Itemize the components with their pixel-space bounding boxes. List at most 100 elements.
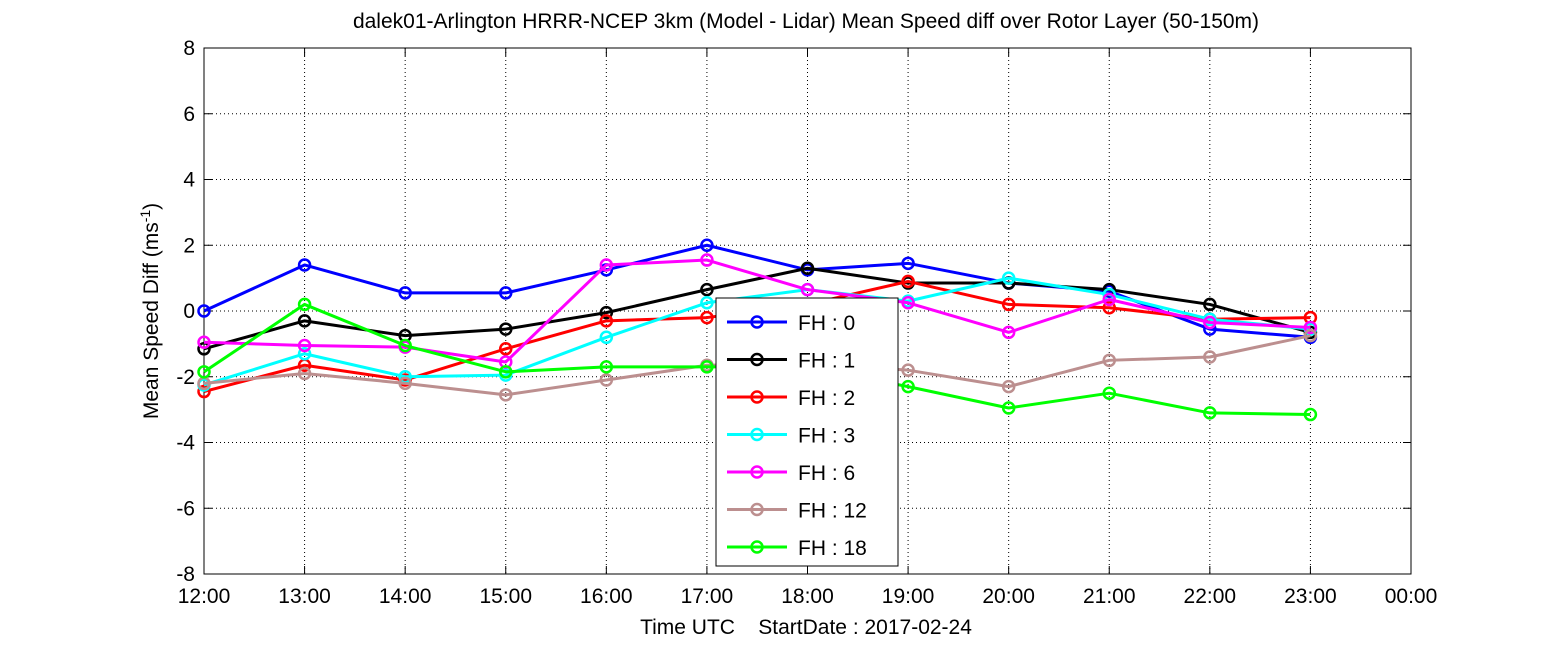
legend-swatch-marker — [750, 540, 764, 554]
data-point — [499, 322, 513, 336]
x-tick-label: 00:00 — [1385, 585, 1438, 608]
legend-swatch-marker — [750, 315, 764, 329]
legend-swatch-marker — [750, 390, 764, 404]
data-point — [499, 286, 513, 300]
x-tick-label: 13:00 — [278, 585, 331, 608]
data-point — [499, 365, 513, 379]
y-axis-label-close: ) — [140, 203, 163, 210]
data-point — [398, 286, 412, 300]
data-point — [1102, 353, 1116, 368]
data-point — [1001, 401, 1016, 415]
series-line — [203, 266, 1311, 351]
legend-entry: FH : 6 — [727, 462, 855, 485]
data-point — [1203, 350, 1217, 364]
data-point — [297, 297, 312, 312]
x-tick-label: 14:00 — [379, 585, 432, 608]
x-axis-tick-labels: 12:00 13:00 14:00 15:00 16:00 17:00 18:00 19:00… — [178, 585, 1438, 608]
data-point — [599, 258, 614, 272]
legend-label: FH : 6 — [798, 462, 855, 485]
legend-entry: FH : 0 — [727, 312, 855, 335]
data-point — [1102, 292, 1116, 307]
legend-entry: FH : 1 — [727, 350, 855, 373]
data-point — [599, 305, 614, 320]
data-point — [398, 338, 412, 353]
data-point — [599, 330, 614, 345]
legend-label: FH : 2 — [798, 387, 855, 410]
data-point — [1102, 386, 1116, 400]
data-point — [197, 304, 211, 318]
data-point — [1203, 406, 1217, 420]
data-point — [1303, 407, 1318, 422]
y-axis-label: Mean Speed Diff (ms-1) — [137, 203, 163, 419]
data-point — [901, 256, 915, 271]
data-point — [398, 376, 412, 391]
data-point — [599, 373, 614, 387]
x-tick-label: 21:00 — [1083, 585, 1136, 608]
y-tick-label: 4 — [183, 169, 195, 192]
data-point — [700, 296, 714, 310]
legend-entry: FH : 18 — [727, 537, 867, 560]
data-point — [1203, 297, 1217, 312]
legend-entry: FH : 2 — [727, 387, 855, 410]
y-tick-label: 0 — [183, 300, 195, 323]
data-point — [800, 282, 815, 297]
x-tick-label: 16:00 — [580, 585, 633, 608]
legend-label: FH : 12 — [798, 500, 867, 523]
legend-label: FH : 0 — [798, 312, 855, 335]
legend-label: FH : 18 — [798, 537, 867, 560]
y-axis-tick-labels: -8 -6 -4 -2 0 2 4 6 8 — [176, 37, 195, 586]
data-point — [297, 314, 312, 328]
series-fh-3 — [197, 271, 1318, 392]
legend-entries: FH : 0 FH : 1 FH : 2 FH : 3 FH : 6 FH : 12 FH … — [727, 312, 867, 560]
x-tick-label: 17:00 — [681, 585, 734, 608]
x-tick-label: 22:00 — [1184, 585, 1237, 608]
y-axis-label-superscript: -1 — [137, 210, 153, 223]
data-point — [297, 346, 312, 361]
data-point — [700, 360, 714, 374]
x-tick-label: 20:00 — [982, 585, 1035, 608]
legend-swatch-marker — [750, 465, 764, 479]
data-point — [599, 360, 614, 374]
data-point — [1303, 320, 1318, 335]
y-tick-label: 8 — [183, 37, 195, 60]
legend-label: FH : 3 — [798, 425, 855, 448]
legend-entry: FH : 12 — [727, 500, 867, 523]
x-tick-label: 12:00 — [178, 585, 231, 608]
data-point — [800, 261, 815, 276]
y-tick-label: -2 — [176, 366, 195, 389]
x-tick-label: 18:00 — [781, 585, 834, 608]
y-tick-label: -6 — [176, 497, 195, 520]
data-point — [1203, 315, 1217, 330]
data-point — [1001, 297, 1016, 312]
data-point — [901, 274, 915, 289]
data-point — [700, 282, 714, 297]
series-line — [203, 258, 1311, 364]
data-point — [297, 366, 312, 381]
data-point — [197, 365, 211, 379]
data-point — [499, 342, 513, 356]
legend-swatch-marker — [750, 502, 764, 517]
legend-swatch-marker — [750, 352, 764, 367]
data-point — [700, 253, 714, 267]
data-point — [297, 338, 312, 353]
data-point — [901, 379, 915, 394]
legend-swatch-marker — [750, 427, 764, 442]
data-point — [197, 335, 211, 349]
legend-box — [715, 297, 899, 567]
data-point — [700, 310, 714, 325]
legend-label: FH : 1 — [798, 350, 855, 373]
chart-title: dalek01-Arlington HRRR-NCEP 3km (Model -… — [353, 10, 1259, 33]
data-point — [901, 363, 915, 377]
data-point — [1001, 271, 1016, 285]
data-point — [1001, 379, 1016, 394]
y-tick-label: 6 — [183, 103, 195, 126]
y-tick-label: -4 — [176, 432, 195, 455]
x-axis-label: Time UTC StartDate : 2017-02-24 — [640, 616, 972, 639]
series-line — [203, 276, 1311, 387]
data-point — [1102, 300, 1116, 315]
data-point — [700, 238, 714, 252]
data-point — [599, 314, 614, 328]
y-tick-label: 2 — [183, 234, 195, 257]
